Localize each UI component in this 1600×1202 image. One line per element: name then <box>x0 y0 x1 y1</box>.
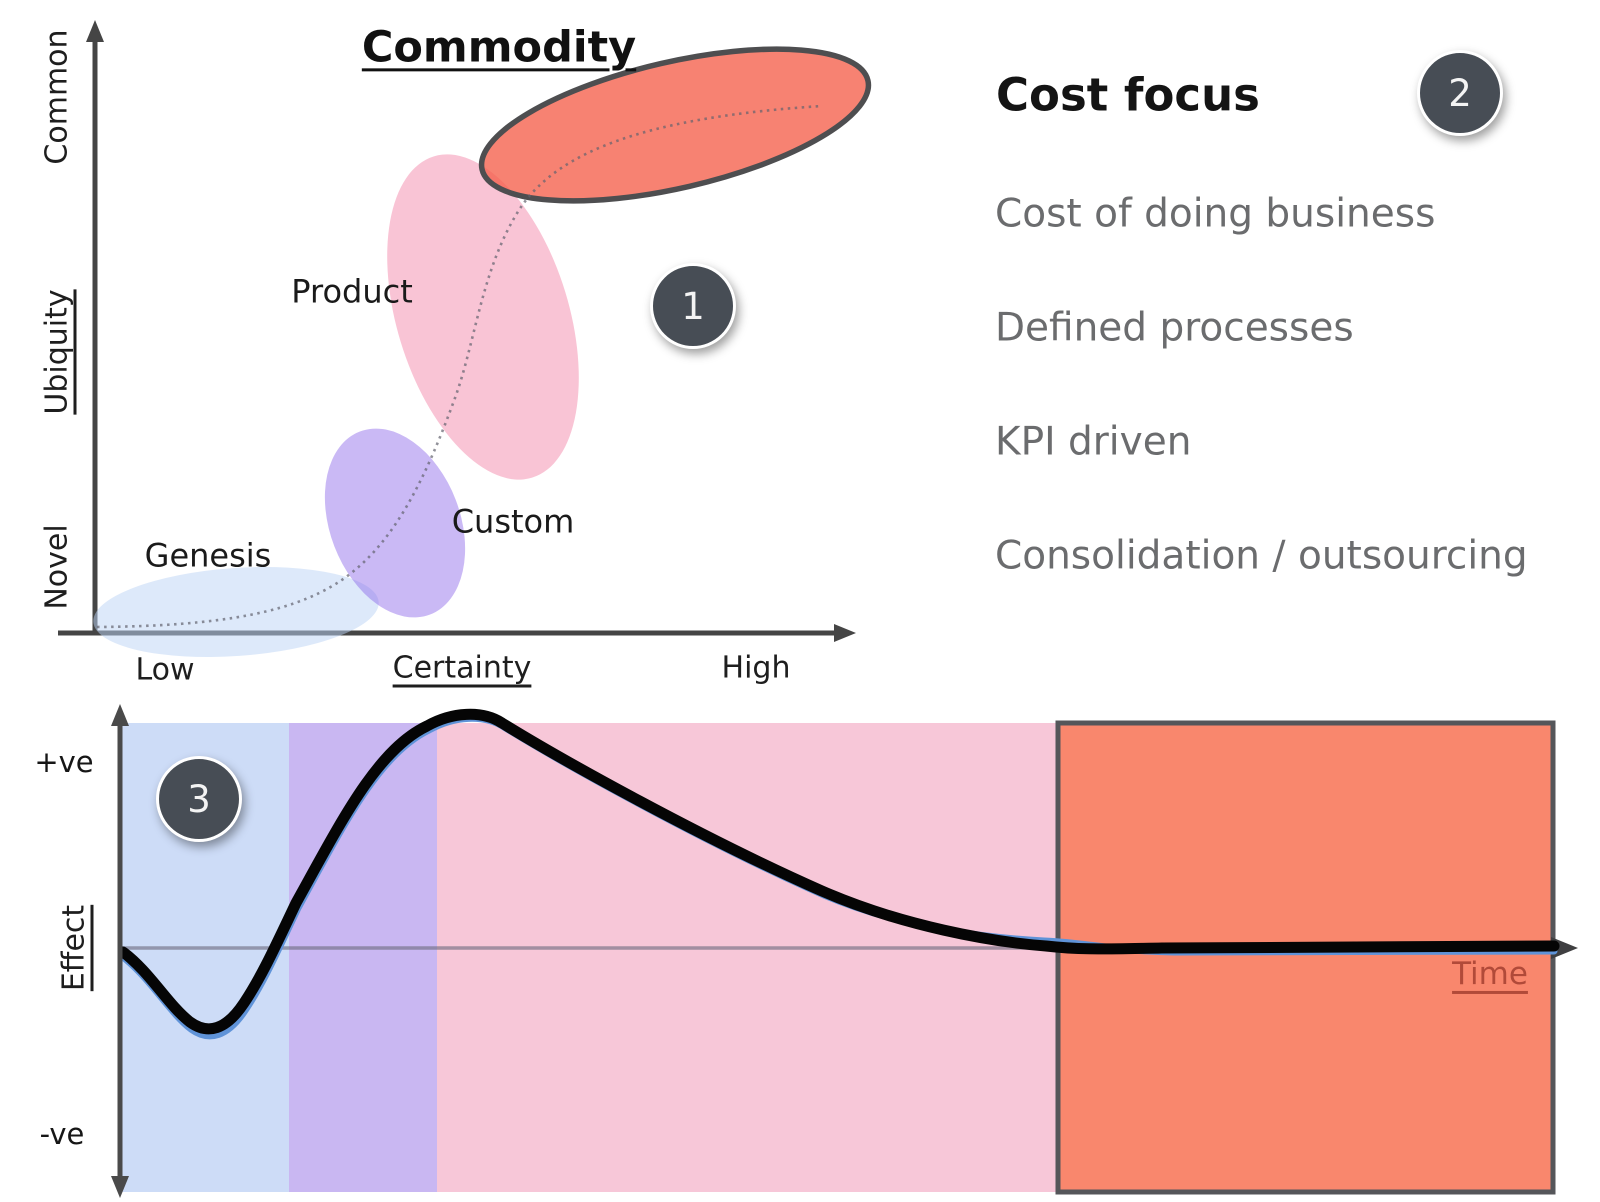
panel-title: Cost focus <box>996 68 1260 122</box>
label-custom: Custom <box>451 502 575 541</box>
ellipse-genesis <box>93 566 379 658</box>
map-y-axis-label: Ubiquity <box>39 289 75 415</box>
band-commodity <box>1055 720 1556 1195</box>
effect-negative-label: -ve <box>39 1117 85 1152</box>
badge-3-number: 3 <box>187 777 211 821</box>
badge-3: 3 <box>156 756 242 842</box>
badge-1-number: 1 <box>681 284 705 328</box>
badge-2-number: 2 <box>1448 71 1472 115</box>
map-x-right-label: High <box>721 650 791 686</box>
map-x-axis-label: Certainty <box>392 650 532 686</box>
panel-item-3: KPI driven <box>995 419 1192 465</box>
ellipse-product <box>387 154 579 480</box>
effect-curve <box>117 708 1560 1035</box>
time-axis-label: Time <box>1452 955 1528 992</box>
ellipse-commodity <box>478 46 872 204</box>
effect-chart <box>111 704 1578 1198</box>
panel-item-4: Consolidation / outsourcing <box>995 533 1528 579</box>
effect-y-axis-label: Effect <box>56 904 92 992</box>
badge-2: 2 <box>1417 50 1503 136</box>
map-x-left-label: Low <box>135 652 195 688</box>
label-product: Product <box>291 272 413 311</box>
panel-item-1: Cost of doing business <box>995 191 1436 237</box>
effect-positive-label: +ve <box>34 745 94 780</box>
evolution-dotted-curve <box>96 104 823 629</box>
evolution-map <box>58 20 872 658</box>
effect-y-arrow-top <box>111 704 129 726</box>
map-title-commodity: Commodity <box>361 22 637 73</box>
map-y-top-label: Common <box>39 29 75 165</box>
badge-1: 1 <box>650 263 736 349</box>
effect-y-arrow-bottom <box>111 1176 129 1198</box>
map-y-arrowhead <box>86 20 104 42</box>
band-product <box>437 723 1058 1192</box>
panel-item-2: Defined processes <box>995 305 1354 351</box>
map-x-arrowhead <box>834 624 856 642</box>
label-genesis: Genesis <box>144 536 272 575</box>
map-y-bottom-label: Novel <box>39 524 75 610</box>
